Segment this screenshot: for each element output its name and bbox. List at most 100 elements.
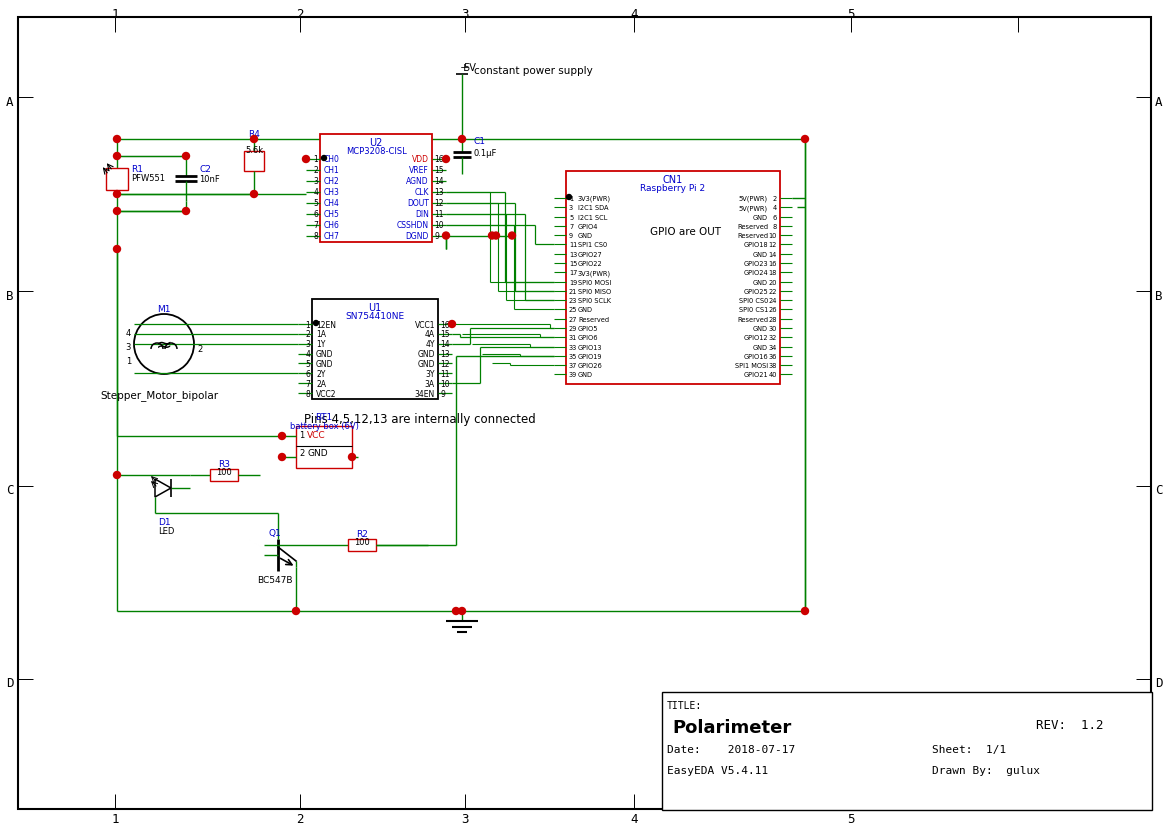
Text: 8: 8 <box>313 232 318 241</box>
Text: CSSHDN: CSSHDN <box>396 221 429 230</box>
Circle shape <box>489 232 496 240</box>
Text: 1Y: 1Y <box>316 340 325 349</box>
Text: 10: 10 <box>440 380 450 388</box>
Circle shape <box>443 232 450 240</box>
Text: SPI0 MOSI: SPI0 MOSI <box>577 280 611 285</box>
Text: AGND: AGND <box>407 177 429 186</box>
Bar <box>662 692 1151 810</box>
Text: GPIO24: GPIO24 <box>743 270 768 276</box>
Text: 1A: 1A <box>316 330 326 339</box>
Text: 5: 5 <box>305 360 310 369</box>
Text: I2C1 SDA: I2C1 SDA <box>577 205 609 211</box>
Text: VCC2: VCC2 <box>316 389 337 398</box>
Text: 11: 11 <box>434 210 443 219</box>
Text: Reserved: Reserved <box>577 316 609 323</box>
Text: 3Y: 3Y <box>426 370 435 379</box>
Text: CH4: CH4 <box>324 199 340 208</box>
Text: 1: 1 <box>305 320 310 329</box>
Text: R3: R3 <box>217 460 230 468</box>
Text: CH7: CH7 <box>324 232 340 241</box>
Circle shape <box>567 195 572 200</box>
Text: R1: R1 <box>131 165 143 174</box>
Text: CH3: CH3 <box>324 188 340 197</box>
Text: GND: GND <box>417 360 435 369</box>
Text: constant power supply: constant power supply <box>473 66 593 76</box>
Text: 5V(PWR): 5V(PWR) <box>739 205 768 211</box>
Text: 8: 8 <box>773 223 777 230</box>
Text: 9: 9 <box>569 233 573 239</box>
Text: SPI0 CS0: SPI0 CS0 <box>739 298 768 304</box>
Text: 5: 5 <box>313 199 318 208</box>
Text: D1: D1 <box>158 518 171 526</box>
Text: 1: 1 <box>299 431 304 439</box>
Text: 33: 33 <box>569 344 577 350</box>
Text: SPI0 SCLK: SPI0 SCLK <box>577 298 611 304</box>
Text: 26: 26 <box>768 307 777 313</box>
Text: I2C1 SCL: I2C1 SCL <box>577 214 608 220</box>
Circle shape <box>182 208 189 215</box>
Text: GND: GND <box>577 372 593 378</box>
Text: VCC1: VCC1 <box>415 320 435 329</box>
Text: GPIO23: GPIO23 <box>743 261 768 266</box>
Text: M1: M1 <box>158 304 171 313</box>
Circle shape <box>134 314 194 375</box>
Text: GND: GND <box>753 280 768 285</box>
Text: BC547B: BC547B <box>257 576 292 585</box>
Text: 3A: 3A <box>424 380 435 388</box>
Circle shape <box>313 321 318 326</box>
Text: CH2: CH2 <box>324 177 340 186</box>
Text: CLK: CLK <box>415 188 429 197</box>
Text: Reserved: Reserved <box>736 223 768 230</box>
Text: B: B <box>1155 289 1163 302</box>
Text: 6: 6 <box>773 214 777 220</box>
Text: C1: C1 <box>473 136 485 146</box>
Text: 1: 1 <box>126 357 131 366</box>
Text: 5.6k: 5.6k <box>245 146 263 155</box>
Circle shape <box>182 153 189 160</box>
Text: CH6: CH6 <box>324 221 340 230</box>
Text: GND: GND <box>577 307 593 313</box>
Text: SPI1 CS0: SPI1 CS0 <box>577 242 607 248</box>
Text: 39: 39 <box>569 372 577 378</box>
Text: GPIO5: GPIO5 <box>577 326 599 332</box>
Text: ≈: ≈ <box>155 335 172 354</box>
Text: 9: 9 <box>440 389 445 398</box>
Text: 6: 6 <box>313 210 318 219</box>
Text: 17: 17 <box>569 270 577 276</box>
Text: LED: LED <box>158 526 174 535</box>
Text: GND: GND <box>753 251 768 257</box>
Circle shape <box>458 608 465 614</box>
Text: 3: 3 <box>462 812 469 825</box>
Text: 12: 12 <box>434 199 443 208</box>
Text: 5V: 5V <box>463 63 476 73</box>
Text: 1: 1 <box>111 7 119 21</box>
Circle shape <box>802 136 809 143</box>
Text: 4: 4 <box>630 812 638 825</box>
Text: 3: 3 <box>569 205 573 211</box>
Text: 16: 16 <box>769 261 777 266</box>
Text: 27: 27 <box>569 316 577 323</box>
Text: 1: 1 <box>111 812 119 825</box>
Text: SPI0 CS1: SPI0 CS1 <box>739 307 768 313</box>
Text: 16: 16 <box>434 155 443 165</box>
Text: Raspberry Pi 2: Raspberry Pi 2 <box>641 184 706 193</box>
Text: 5V(PWR): 5V(PWR) <box>739 195 768 202</box>
Text: 3: 3 <box>462 7 469 21</box>
Text: 4: 4 <box>773 205 777 211</box>
Circle shape <box>278 433 285 440</box>
Text: 12: 12 <box>769 242 777 248</box>
Text: C: C <box>6 484 14 497</box>
Text: 15: 15 <box>569 261 577 266</box>
Text: 16: 16 <box>440 320 450 329</box>
Text: C2: C2 <box>199 165 210 174</box>
Text: DOUT: DOUT <box>407 199 429 208</box>
Text: 7: 7 <box>305 380 310 388</box>
Text: EasyEDA V5.4.11: EasyEDA V5.4.11 <box>667 765 768 775</box>
Bar <box>566 172 780 385</box>
Text: GND: GND <box>417 350 435 359</box>
Text: GPIO16: GPIO16 <box>743 353 768 360</box>
Text: 8: 8 <box>305 389 310 398</box>
Text: DIN: DIN <box>415 210 429 219</box>
Text: 11: 11 <box>440 370 450 379</box>
Text: 30: 30 <box>769 326 777 332</box>
